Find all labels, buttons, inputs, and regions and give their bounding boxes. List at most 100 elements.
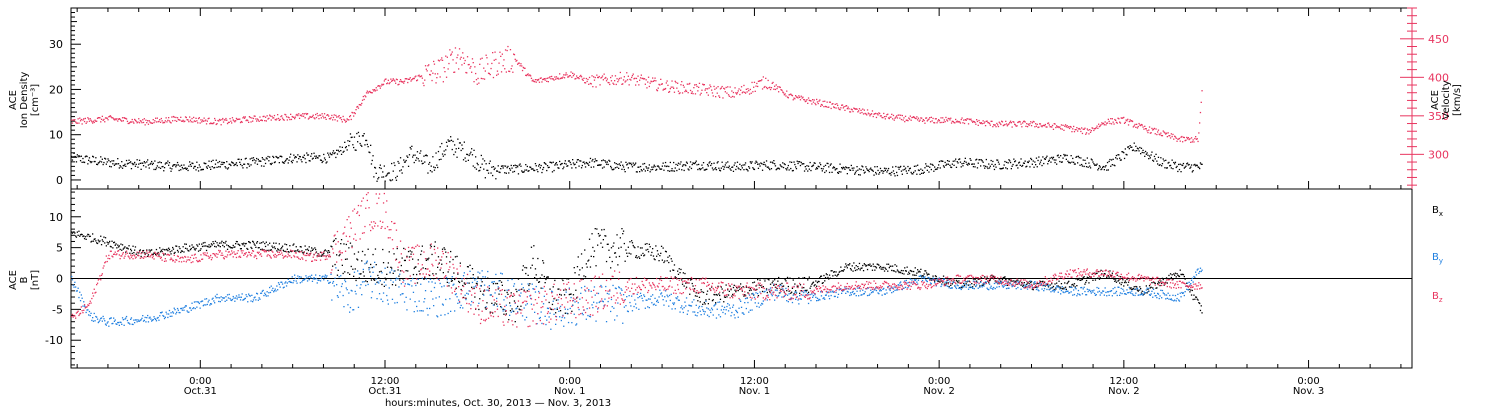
density-series-point <box>391 162 393 165</box>
velocity-series-point <box>921 120 924 122</box>
density-series-point <box>959 158 961 160</box>
velocity-series-point <box>534 79 537 81</box>
velocity-series-point <box>659 84 661 86</box>
density-series-point <box>366 143 368 146</box>
velocity-series-point <box>315 116 318 119</box>
density-series-point <box>1064 154 1067 156</box>
velocity-series-point <box>471 58 474 60</box>
b-series-black-point <box>534 277 536 279</box>
b-series-black-point <box>1073 285 1075 287</box>
density-series-point <box>311 158 314 160</box>
b-series-black-point <box>491 302 493 304</box>
velocity-series-point <box>1056 126 1059 128</box>
b-series-blue-point <box>402 293 404 295</box>
density-series-point <box>952 160 954 162</box>
velocity-series-point <box>782 92 785 94</box>
velocity-series-point <box>1095 127 1097 129</box>
density-series-point <box>332 150 335 152</box>
density-series-point <box>572 162 575 164</box>
density-series-point <box>1069 162 1071 164</box>
b-series-blue-point <box>455 293 457 295</box>
density-series-point <box>593 166 595 168</box>
velocity-series-point <box>327 114 329 116</box>
density-series-point <box>833 167 836 169</box>
density-series-point <box>786 169 788 171</box>
b-series-black-point <box>588 259 590 261</box>
b-series-black-point <box>166 248 168 250</box>
b-series-black-point <box>766 291 768 294</box>
density-series-point <box>73 152 75 154</box>
b-series-blue-point <box>426 307 428 310</box>
b-series-blue-point <box>396 301 398 304</box>
velocity-series-point <box>401 81 403 83</box>
plot-frames <box>70 7 1413 369</box>
b-series-blue-point <box>431 281 433 283</box>
velocity-series-point <box>163 121 165 124</box>
velocity-series-point <box>993 124 996 126</box>
b-series-black-point <box>198 243 200 245</box>
velocity-series-point <box>1124 121 1126 123</box>
b-series-blue-point <box>264 294 267 296</box>
density-series-point <box>720 167 722 169</box>
b-series-blue-point <box>101 320 103 322</box>
velocity-series-point <box>738 88 740 90</box>
velocity-series-point <box>748 90 750 92</box>
velocity-series-point <box>1145 128 1147 130</box>
b-series-black-point <box>918 270 920 272</box>
density-series-point <box>865 166 867 168</box>
density-series-point <box>963 162 965 164</box>
b-series-black-point <box>917 271 920 273</box>
density-series-point <box>652 166 655 168</box>
velocity-series-point <box>740 89 742 91</box>
velocity-series-point <box>681 81 683 83</box>
density-series-point <box>783 163 785 165</box>
velocity-series-point <box>315 113 317 116</box>
b-series-black-point <box>1059 286 1061 288</box>
velocity-series-point <box>483 67 485 69</box>
density-series-point <box>689 161 692 163</box>
velocity-series-point <box>308 117 310 119</box>
density-series-point <box>109 165 111 168</box>
density-series-point <box>369 151 371 154</box>
b-series-black-point <box>430 245 432 248</box>
b-series-black-point <box>622 230 625 232</box>
velocity-series-point <box>576 75 578 77</box>
b-series-black-point <box>287 251 289 253</box>
b-series-black-point <box>77 234 79 236</box>
b-series-blue-point <box>96 316 98 318</box>
density-series-point <box>732 170 735 172</box>
density-series-point <box>1009 160 1011 162</box>
velocity-series-point <box>694 84 696 86</box>
density-series-point <box>173 164 175 166</box>
b-series-black-point <box>652 248 654 250</box>
density-series-point <box>993 165 995 167</box>
velocity-series-point <box>1192 139 1194 141</box>
velocity-series-point <box>545 77 547 80</box>
density-series-point <box>75 156 77 158</box>
velocity-series-point <box>1143 128 1145 130</box>
b-series-black-point <box>1072 283 1074 286</box>
b-series-blue-point <box>377 281 379 283</box>
velocity-series-point <box>93 121 95 124</box>
b-series-black-point <box>896 269 899 271</box>
b-series-blue-point <box>424 290 427 292</box>
velocity-series-point <box>979 122 981 124</box>
density-series-point <box>291 162 293 164</box>
density-series-point <box>278 162 280 164</box>
density-series-point <box>260 165 263 167</box>
density-series-point <box>402 166 404 168</box>
velocity-series-point <box>529 74 531 76</box>
density-series-point <box>627 167 629 169</box>
b-series-black-point <box>269 249 272 251</box>
velocity-series-point <box>904 115 907 117</box>
b-series-black-point <box>612 245 614 247</box>
velocity-series-point <box>1167 132 1169 134</box>
b-series-black-point <box>660 245 663 247</box>
density-series-point <box>452 140 454 143</box>
density-series-point <box>893 173 895 175</box>
density-series-point <box>580 167 583 169</box>
density-series-point <box>1135 145 1137 147</box>
velocity-series-point <box>788 94 790 96</box>
b-series-black-point <box>475 282 478 285</box>
density-series-point <box>751 161 753 163</box>
